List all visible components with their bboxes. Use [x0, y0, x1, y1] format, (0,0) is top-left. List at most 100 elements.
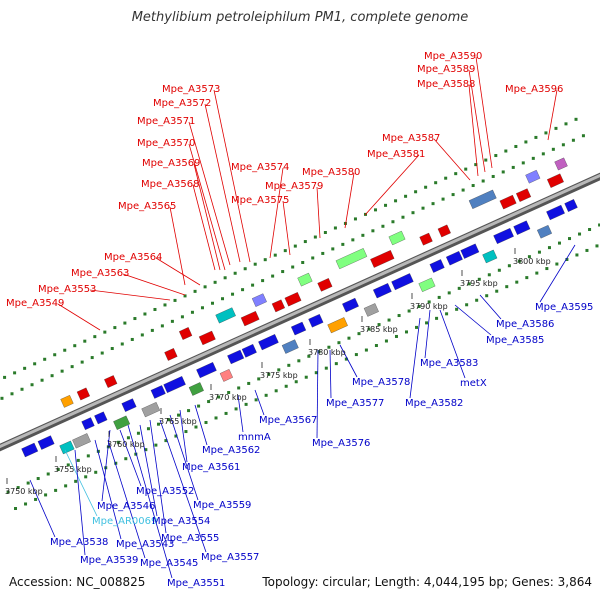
- bottom-label-leader: [424, 309, 431, 359]
- top-label-leader: [169, 206, 186, 286]
- bottom-gene-label: Mpe_A3546: [97, 501, 155, 512]
- grid-dot: [303, 240, 307, 244]
- top-label-leader: [475, 56, 493, 169]
- bottom-label-leader: [169, 414, 199, 501]
- grid-dot: [484, 158, 488, 162]
- gene-feature: [499, 194, 517, 210]
- top-label-leader: [468, 69, 486, 173]
- grid-dot: [154, 443, 158, 447]
- bottom-gene-label: Mpe_A3583: [420, 358, 478, 369]
- grid-dot: [221, 297, 225, 301]
- grid-dot: [313, 235, 317, 239]
- bottom-label-leader: [194, 404, 208, 446]
- gene-features: [21, 157, 578, 458]
- grid-dot: [525, 276, 529, 280]
- grid-dot: [76, 458, 80, 462]
- grid-dot: [505, 285, 509, 289]
- grid-dot: [180, 315, 184, 319]
- top-label-leader: [344, 172, 355, 229]
- gene-feature: [391, 273, 414, 291]
- bottom-label-leader: [107, 439, 146, 559]
- bottom-label-leader: [454, 304, 492, 336]
- grid-dot: [187, 409, 191, 413]
- grid-dot: [327, 345, 331, 349]
- grid-dot: [94, 470, 98, 474]
- grid-dot: [414, 190, 418, 194]
- top-gene-label: Mpe_A3581: [367, 149, 425, 160]
- grid-dot: [467, 282, 471, 286]
- grid-dot: [23, 366, 27, 370]
- grid-dot: [177, 413, 181, 417]
- grid-dot: [384, 339, 388, 343]
- grid-dot: [447, 291, 451, 295]
- grid-dot: [461, 188, 465, 192]
- grid-dot: [90, 356, 94, 360]
- grid-dot: [391, 220, 395, 224]
- grid-dot: [551, 147, 555, 151]
- grid-dot: [56, 467, 60, 471]
- grid-dot: [130, 337, 134, 341]
- bottom-gene-label: metX: [460, 378, 487, 389]
- grid-dot: [337, 341, 341, 345]
- grid-dot: [233, 271, 237, 275]
- grid-dot: [415, 325, 419, 329]
- grid-dot: [455, 307, 459, 311]
- gene-feature: [281, 339, 299, 354]
- grid-dot: [234, 407, 238, 411]
- grid-dot: [437, 295, 441, 299]
- grid-dot: [146, 427, 150, 431]
- grid-dot: [514, 144, 518, 148]
- grid-dot: [564, 122, 568, 126]
- grid-dot: [200, 306, 204, 310]
- gene-feature: [37, 435, 55, 450]
- bottom-gene-label: Mpe_A3578: [352, 377, 410, 388]
- grid-dot: [471, 184, 475, 188]
- grid-dot: [257, 377, 261, 381]
- grid-dot: [163, 303, 167, 307]
- scale-tick-label: 3790 kbp: [410, 302, 448, 311]
- grid-dot: [354, 353, 358, 357]
- bottom-gene-label: Mpe_A3567: [259, 415, 317, 426]
- grid-dot: [541, 152, 545, 156]
- top-gene-label: Mpe_A3596: [505, 84, 563, 95]
- grid-dot: [16, 486, 20, 490]
- bottom-gene-label: Mpe_A3559: [193, 500, 251, 511]
- gene-feature: [308, 314, 324, 328]
- grid-dot: [277, 368, 281, 372]
- gene-feature: [342, 297, 359, 313]
- gene-feature: [437, 224, 451, 238]
- grid-dot: [13, 371, 17, 375]
- grid-dot: [344, 357, 348, 361]
- gene-feature: [76, 387, 90, 401]
- grid-dot: [203, 285, 207, 289]
- grid-dot: [263, 258, 267, 262]
- bottom-gene-label: Mpe_A3586: [496, 319, 554, 330]
- grid-dot: [454, 172, 458, 176]
- top-label-leader: [193, 163, 221, 271]
- bottom-label-leader: [339, 344, 358, 378]
- bottom-gene-label: Mpe_A3557: [201, 552, 259, 563]
- gene-feature: [537, 225, 552, 239]
- bottom-gene-label: Mpe_A3562: [202, 445, 260, 456]
- bottom-label-leader: [127, 424, 173, 579]
- top-label-leader: [547, 89, 558, 141]
- gene-feature: [121, 398, 137, 412]
- grid-dot: [73, 344, 77, 348]
- gene-feature: [547, 173, 564, 188]
- grid-dot: [116, 440, 120, 444]
- grid-dot: [445, 312, 449, 316]
- bottom-label-leader: [29, 479, 56, 538]
- gene-feature: [21, 442, 39, 458]
- grid-dot: [86, 454, 90, 458]
- top-gene-label: Mpe_A3580: [302, 167, 360, 178]
- gene-feature: [525, 169, 541, 184]
- grid-dot: [531, 156, 535, 160]
- bottom-gene-label: Mpe_A3543: [116, 539, 174, 550]
- bottom-label-leader: [329, 349, 332, 399]
- bottom-label-leader: [409, 317, 421, 399]
- scale-tick-label: 3765 kbp: [159, 417, 197, 426]
- grid-dot: [63, 348, 67, 352]
- grid-dot: [501, 170, 505, 174]
